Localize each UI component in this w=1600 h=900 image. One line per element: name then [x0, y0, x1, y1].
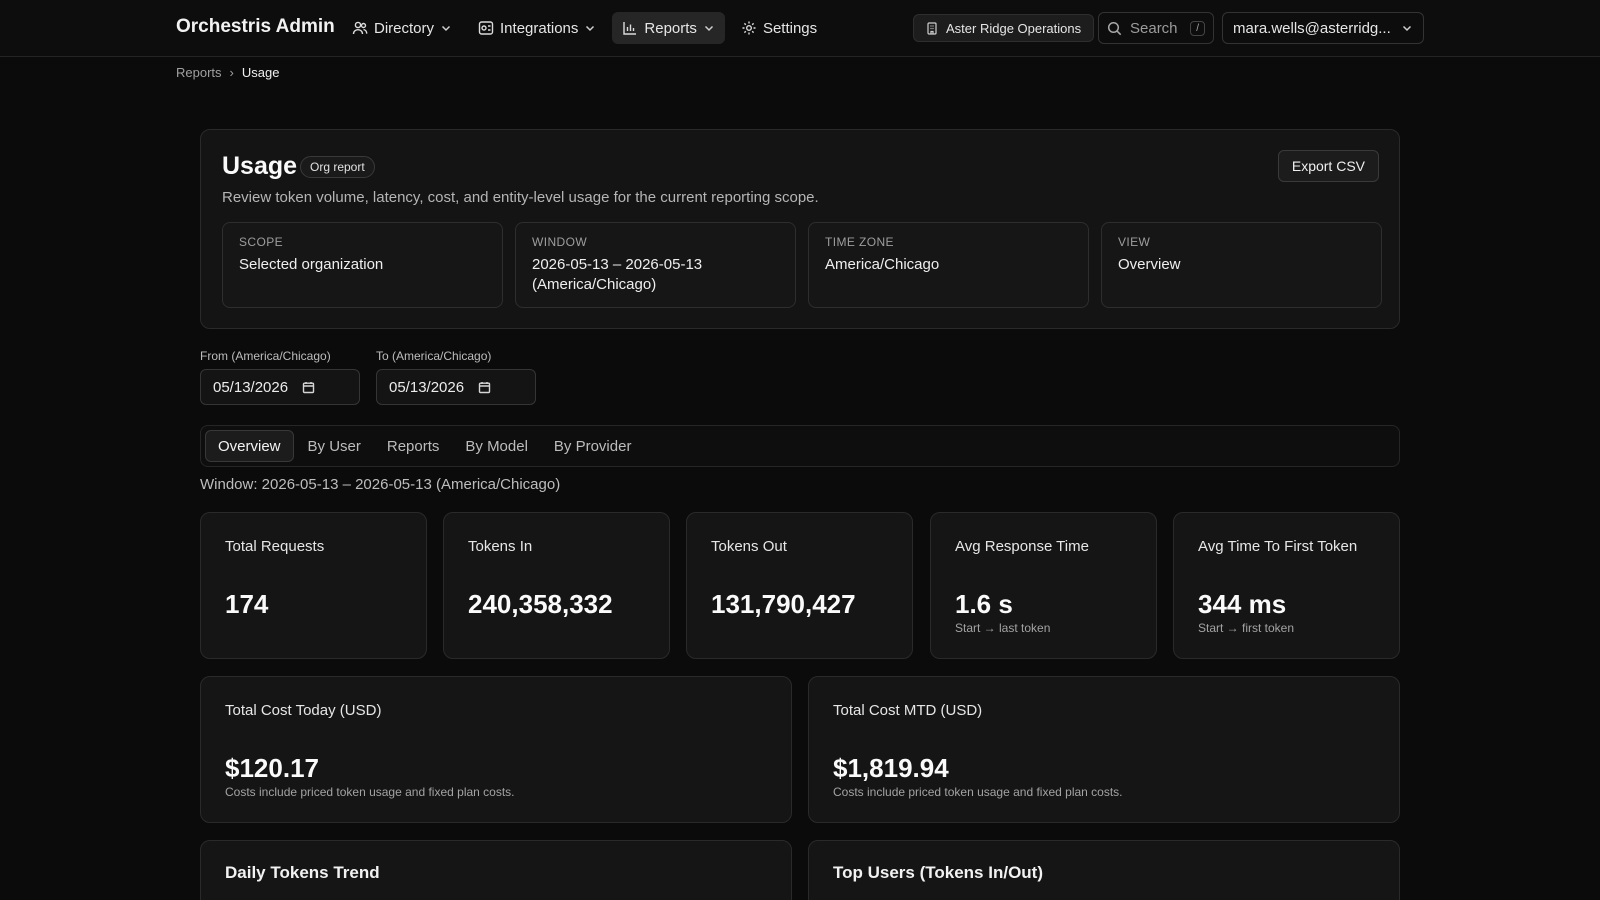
meta-key: WINDOW	[532, 235, 588, 249]
meta-value: Selected organization	[239, 256, 384, 273]
account-menu[interactable]: mara.wells@asterridg...	[1222, 12, 1424, 44]
tab-by-provider[interactable]: By Provider	[553, 437, 632, 455]
search-icon	[1107, 21, 1122, 35]
panel-title: Daily Tokens Trend	[225, 863, 380, 882]
calendar-icon[interactable]	[478, 381, 491, 394]
tab-by-user[interactable]: By User	[307, 437, 361, 455]
daily-tokens-trend-panel: Daily Tokens Trend	[200, 840, 792, 900]
usage-header-card: Usage Org report Review token volume, la…	[200, 129, 1400, 329]
chevron-down-icon	[441, 25, 451, 32]
stat-label: Tokens Out	[711, 538, 787, 555]
meta-key: SCOPE	[239, 235, 284, 249]
meta-value: Overview	[1118, 256, 1181, 273]
meta-time-zone: TIME ZONE America/Chicago	[808, 222, 1089, 308]
stat-label: Tokens In	[468, 538, 533, 555]
stat-label: Avg Response Time	[955, 538, 1089, 555]
page-title: Usage	[222, 152, 298, 180]
building-icon	[927, 21, 937, 35]
from-date-value: 05/13/2026	[213, 378, 289, 396]
stat-subtext: Start → first token	[1198, 621, 1295, 635]
stat-value: 240,358,332	[468, 589, 613, 619]
users-icon	[352, 21, 368, 35]
nav-item-label: Reports	[644, 19, 697, 37]
breadcrumb: Reports › Usage	[176, 65, 279, 80]
gear-icon	[742, 21, 756, 35]
to-date-value: 05/13/2026	[389, 378, 465, 396]
cost-card-mtd: Total Cost MTD (USD) $1,819.94 Costs inc…	[808, 676, 1400, 823]
stat-card-tokens-in: Tokens In 240,358,332	[443, 512, 670, 659]
top-navbar: Orchestris Admin Directory Integrations …	[0, 0, 1600, 57]
meta-value: America/Chicago	[825, 256, 940, 273]
stat-label: Avg Time To First Token	[1198, 538, 1358, 555]
nav-item-settings[interactable]: Settings	[731, 12, 827, 44]
account-email: mara.wells@asterridg...	[1233, 19, 1391, 37]
meta-view: VIEW Overview	[1101, 222, 1382, 308]
search-input[interactable]: Search /	[1098, 12, 1214, 44]
from-date-label: From (America/Chicago)	[200, 349, 331, 363]
nav-item-reports[interactable]: Reports	[612, 12, 725, 44]
breadcrumb-link-reports[interactable]: Reports	[176, 65, 222, 80]
report-badge: Org report	[300, 156, 375, 178]
nav-item-directory[interactable]: Directory	[342, 12, 462, 44]
chevron-down-icon	[586, 25, 595, 32]
nav-item-label: Settings	[762, 19, 818, 37]
chevron-down-icon	[704, 25, 713, 32]
stat-card-total-requests: Total Requests 174	[200, 512, 427, 659]
stat-subtext: Start → last token	[955, 621, 1051, 635]
stat-card-tokens-out: Tokens Out 131,790,427	[686, 512, 913, 659]
meta-key: TIME ZONE	[825, 235, 894, 249]
nav-item-integrations[interactable]: Integrations	[468, 12, 606, 44]
chevron-down-icon	[1402, 25, 1412, 32]
breadcrumb-current: Usage	[241, 65, 280, 80]
app-title[interactable]: Orchestris Admin	[176, 16, 335, 37]
tab-reports[interactable]: Reports	[386, 437, 440, 455]
usage-tabs: Overview By User Reports By Model By Pro…	[200, 425, 1400, 467]
meta-value: 2026-05-13 – 2026-05-13 (America/Chicago…	[532, 256, 703, 293]
tab-by-model[interactable]: By Model	[465, 437, 528, 455]
window-summary: Window: 2026-05-13 – 2026-05-13 (America…	[200, 476, 561, 493]
search-shortcut: /	[1190, 20, 1205, 36]
panel-title: Top Users (Tokens In/Out)	[833, 863, 1043, 882]
bar-chart-icon	[623, 22, 637, 35]
cost-label: Total Cost Today (USD)	[225, 702, 382, 719]
stat-card-avg-response-time: Avg Response Time 1.6 s Start → last tok…	[930, 512, 1157, 659]
cost-label: Total Cost MTD (USD)	[833, 702, 983, 719]
integrations-icon	[478, 21, 494, 35]
page-description: Review token volume, latency, cost, and …	[222, 189, 819, 206]
breadcrumb-separator: ›	[229, 65, 234, 80]
meta-key: VIEW	[1118, 235, 1151, 249]
to-date-label: To (America/Chicago)	[376, 349, 492, 363]
stat-value: 131,790,427	[711, 589, 856, 619]
stat-label: Total Requests	[225, 538, 325, 555]
cost-subtext: Costs include priced token usage and fix…	[833, 785, 1123, 799]
nav-item-label: Integrations	[500, 19, 579, 37]
export-csv-button[interactable]: Export CSV	[1277, 150, 1379, 182]
calendar-icon[interactable]	[302, 381, 315, 394]
tab-overview[interactable]: Overview	[205, 430, 294, 462]
nav-item-label: Directory	[374, 19, 435, 37]
cost-value: $120.17	[225, 753, 319, 783]
stat-value: 1.6 s	[955, 589, 1013, 619]
main-nav: Directory Integrations Reports Settings	[342, 12, 827, 44]
stat-card-avg-ttft: Avg Time To First Token 344 ms Start → f…	[1173, 512, 1400, 659]
org-name: Aster Ridge Operations	[946, 20, 1082, 36]
top-users-panel: Top Users (Tokens In/Out)	[808, 840, 1400, 900]
org-switcher[interactable]: Aster Ridge Operations	[913, 14, 1095, 42]
meta-scope: SCOPE Selected organization	[222, 222, 503, 308]
cost-card-today: Total Cost Today (USD) $120.17 Costs inc…	[200, 676, 792, 823]
cost-value: $1,819.94	[833, 753, 949, 783]
stat-value: 344 ms	[1198, 589, 1287, 619]
from-date-input[interactable]: 05/13/2026	[200, 369, 360, 405]
search-placeholder: Search	[1130, 19, 1178, 37]
meta-window: WINDOW 2026-05-13 – 2026-05-13 (America/…	[515, 222, 796, 308]
stat-value: 174	[225, 589, 269, 619]
to-date-input[interactable]: 05/13/2026	[376, 369, 536, 405]
cost-subtext: Costs include priced token usage and fix…	[225, 785, 515, 799]
